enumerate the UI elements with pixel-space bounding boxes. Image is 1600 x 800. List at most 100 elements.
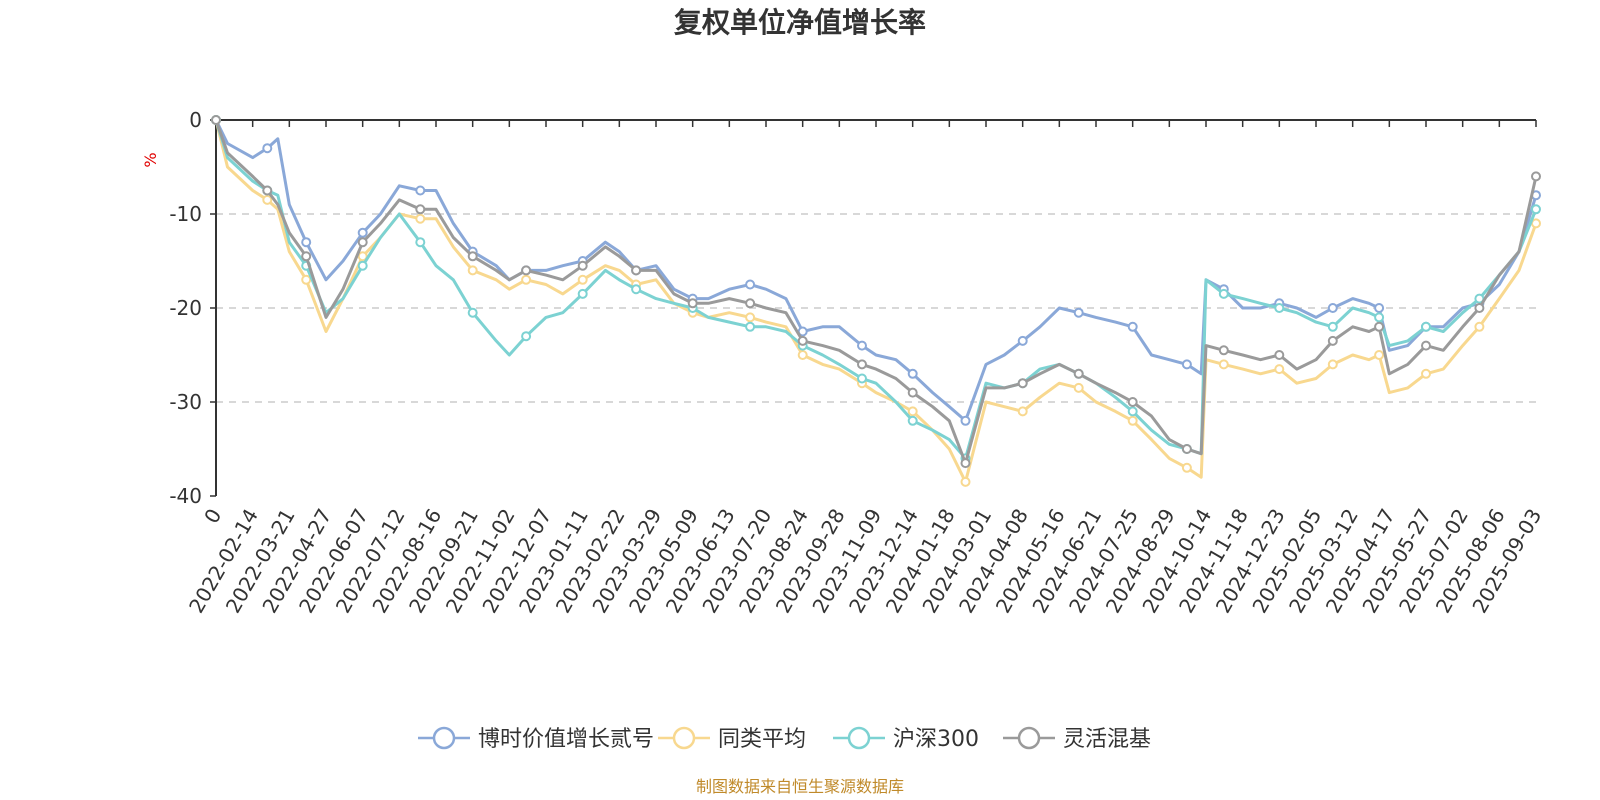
data-point xyxy=(960,458,971,469)
data-point xyxy=(1017,406,1028,417)
series-lines xyxy=(211,115,1541,487)
data-point xyxy=(467,265,478,276)
data-point xyxy=(1073,382,1084,393)
series-line xyxy=(214,119,1538,465)
data-point xyxy=(415,204,426,215)
legend-item-2[interactable]: 沪深300 xyxy=(833,726,979,752)
source-note: 制图数据来自恒生聚源数据库 xyxy=(696,777,904,796)
series-line xyxy=(214,119,1538,460)
x-tick-label: 0 xyxy=(199,505,226,528)
data-point xyxy=(301,251,312,262)
series-1 xyxy=(211,115,1541,487)
data-point xyxy=(1421,340,1431,351)
data-point xyxy=(467,251,478,262)
data-point xyxy=(857,340,867,351)
data-point xyxy=(1474,303,1485,313)
data-point xyxy=(415,185,426,196)
data-point xyxy=(1327,303,1338,313)
data-point xyxy=(1374,312,1385,323)
data-point xyxy=(1374,321,1385,332)
legend-item-0[interactable]: 博时价值增长贰号 xyxy=(418,726,654,752)
data-point xyxy=(301,237,312,248)
data-point xyxy=(577,288,588,299)
data-point xyxy=(1421,368,1431,379)
data-point xyxy=(521,274,532,285)
data-point xyxy=(1274,350,1285,360)
data-point xyxy=(745,298,756,309)
data-point xyxy=(1181,462,1192,473)
y-tick-label: -10 xyxy=(169,202,202,226)
data-point xyxy=(1127,415,1138,426)
data-point xyxy=(745,312,756,323)
data-point xyxy=(262,194,273,205)
legend[interactable]: 博时价值增长贰号 同类平均 沪深300 灵活混基 xyxy=(418,726,1151,752)
data-point xyxy=(631,284,642,295)
data-point xyxy=(262,143,273,154)
data-point xyxy=(1017,335,1028,346)
legend-label: 灵活混基 xyxy=(1063,727,1151,752)
data-point xyxy=(907,406,918,417)
data-point xyxy=(467,307,478,318)
grid-lines xyxy=(216,213,1536,403)
data-point xyxy=(1374,303,1385,313)
series-3 xyxy=(211,115,1541,469)
data-point xyxy=(857,373,867,384)
legend-item-1[interactable]: 同类平均 xyxy=(658,726,806,752)
y-axis-ticks: 0 -10 -20 -30 -40 xyxy=(169,108,216,508)
data-point xyxy=(301,274,312,285)
data-point xyxy=(577,260,588,271)
legend-item-3[interactable]: 灵活混基 xyxy=(1003,726,1151,752)
data-point xyxy=(1073,368,1084,379)
y-tick-label: -40 xyxy=(169,484,202,508)
data-point xyxy=(357,251,368,262)
data-point xyxy=(907,415,918,426)
data-point xyxy=(745,321,756,332)
data-point xyxy=(1181,359,1192,370)
data-point xyxy=(907,368,918,379)
data-point xyxy=(1017,378,1028,389)
data-point xyxy=(1327,321,1338,332)
data-point xyxy=(1531,171,1541,182)
data-point xyxy=(797,335,808,346)
data-point xyxy=(1127,397,1138,407)
legend-label: 同类平均 xyxy=(718,727,806,752)
y-tick-label: -20 xyxy=(169,296,202,320)
data-point xyxy=(1181,444,1192,454)
data-point xyxy=(1127,406,1138,417)
series-2 xyxy=(211,115,1541,464)
y-tick-label: 0 xyxy=(189,108,202,132)
data-point xyxy=(1374,350,1385,360)
data-point xyxy=(907,387,918,398)
data-point xyxy=(415,237,426,248)
data-point xyxy=(1531,204,1541,215)
data-point xyxy=(1421,321,1431,332)
data-point xyxy=(1127,321,1138,332)
data-point xyxy=(1274,364,1285,375)
data-point xyxy=(1474,321,1485,332)
legend-marker xyxy=(1017,726,1041,750)
series-line xyxy=(214,119,1538,423)
data-point xyxy=(521,265,532,276)
data-point xyxy=(262,185,273,196)
data-point xyxy=(415,213,426,224)
legend-label: 博时价值增长贰号 xyxy=(478,727,654,752)
data-point xyxy=(960,415,971,426)
data-point xyxy=(1073,307,1084,318)
chart-title: 复权单位净值增长率 xyxy=(674,6,926,39)
y-tick-label: -30 xyxy=(169,390,202,414)
data-point xyxy=(357,260,368,271)
data-point xyxy=(577,274,588,285)
legend-marker xyxy=(847,726,871,750)
data-point xyxy=(960,476,971,487)
data-point xyxy=(1218,288,1229,299)
data-point xyxy=(357,237,368,248)
data-point xyxy=(357,227,368,238)
data-point xyxy=(631,265,642,276)
data-point xyxy=(211,115,221,125)
data-point xyxy=(1218,359,1229,370)
data-point xyxy=(857,359,867,370)
legend-marker xyxy=(672,726,696,750)
data-point xyxy=(1327,359,1338,370)
data-point xyxy=(1274,303,1285,313)
